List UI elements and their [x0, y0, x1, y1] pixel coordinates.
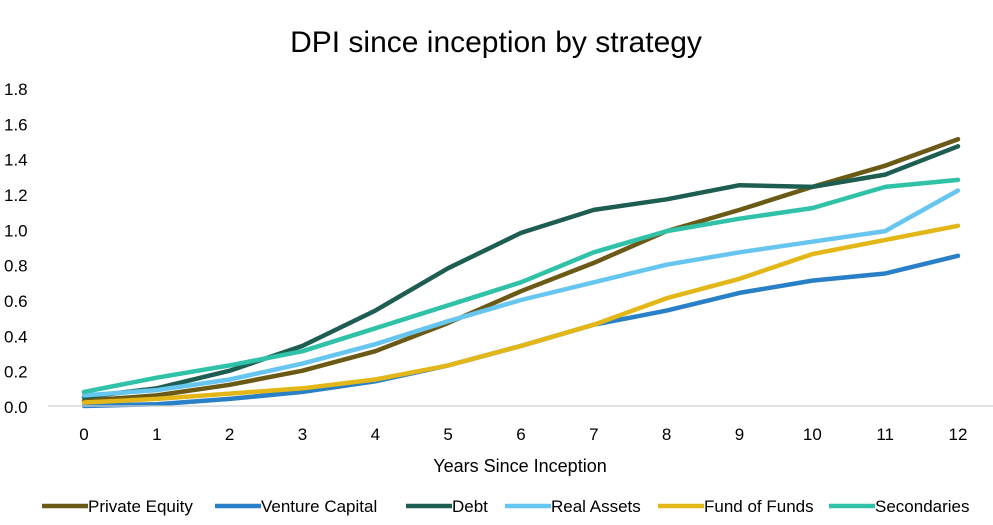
x-axis: 0 1 2 3 4 5 6 7 8 9 10 11 12: [79, 425, 967, 444]
x-tick-label: 10: [803, 425, 822, 444]
legend: Private Equity Venture Capital Debt Real As…: [42, 497, 970, 516]
y-tick-label: 1.8: [4, 80, 28, 99]
x-tick-label: 9: [735, 425, 744, 444]
legend-label: Venture Capital: [261, 497, 377, 516]
x-tick-label: 7: [589, 425, 598, 444]
legend-item: Fund of Funds: [658, 497, 814, 516]
x-tick-label: 4: [371, 425, 380, 444]
legend-item: Private Equity: [42, 497, 193, 516]
series-line-private-equity: [81, 136, 961, 403]
x-tick-label: 6: [516, 425, 525, 444]
x-tick-label: 2: [225, 425, 234, 444]
y-tick-label: 1.6: [4, 115, 28, 134]
chart-title: DPI since inception by strategy: [290, 26, 702, 59]
series-line-fund-of-funds: [81, 223, 961, 405]
plot-area: [81, 136, 961, 409]
x-tick-label: 0: [79, 425, 88, 444]
series-line-secondaries: [81, 177, 961, 395]
x-tick-label: 8: [662, 425, 671, 444]
y-tick-label: 1.0: [4, 221, 28, 240]
legend-label: Private Equity: [88, 497, 193, 516]
x-tick-label: 5: [443, 425, 452, 444]
x-tick-label: 3: [298, 425, 307, 444]
series-line-debt: [81, 144, 961, 400]
legend-item: Debt: [406, 497, 488, 516]
legend-label: Debt: [452, 497, 488, 516]
y-tick-label: 1.4: [4, 151, 28, 170]
y-tick-label: 0.4: [4, 327, 28, 346]
legend-label: Fund of Funds: [704, 497, 814, 516]
x-tick-label: 1: [152, 425, 161, 444]
y-tick-label: 0.0: [4, 398, 28, 417]
y-axis: 0.0 0.2 0.4 0.6 0.8 1.0 1.2 1.4 1.6 1.8: [4, 80, 28, 417]
y-tick-label: 1.2: [4, 186, 28, 205]
x-axis-title: Years Since Inception: [433, 456, 606, 476]
legend-label: Secondaries: [875, 497, 970, 516]
x-tick-label: 12: [949, 425, 968, 444]
legend-item: Real Assets: [505, 497, 641, 516]
legend-item: Venture Capital: [215, 497, 377, 516]
legend-label: Real Assets: [551, 497, 641, 516]
y-tick-label: 0.6: [4, 292, 28, 311]
x-tick-label: 11: [876, 425, 894, 444]
y-tick-label: 0.8: [4, 257, 28, 276]
series-line-real-assets: [81, 188, 961, 398]
y-tick-label: 0.2: [4, 363, 28, 382]
legend-item: Secondaries: [829, 497, 970, 516]
